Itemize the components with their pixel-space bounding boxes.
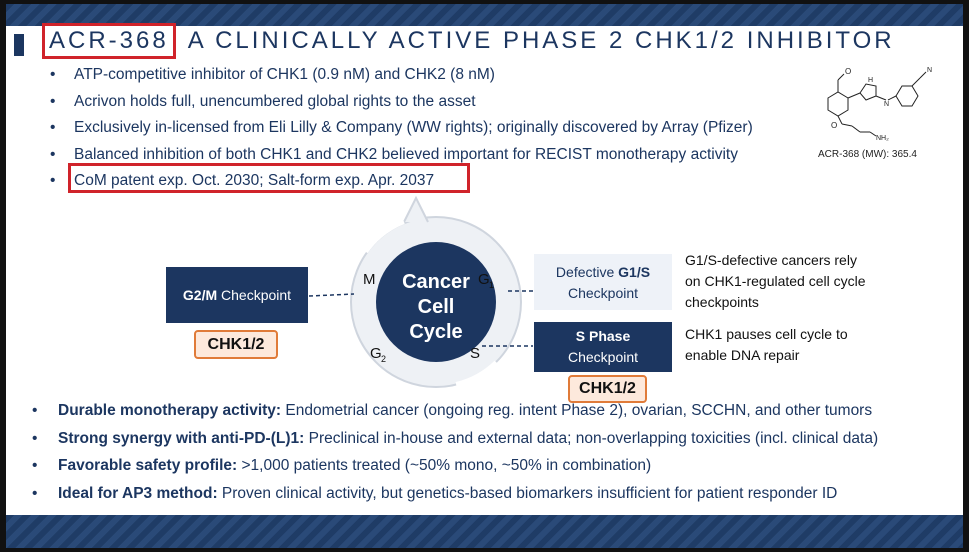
fact-balanced-inhibition: Balanced inhibition of both CHK1 and CHK… (48, 142, 753, 169)
svg-text:G: G (478, 271, 490, 288)
svg-text:Cancer: Cancer (402, 271, 470, 293)
g2m-checkpoint-label: Checkpoint (221, 287, 292, 303)
fact-potency: ATP-competitive inhibitor of CHK1 (0.9 n… (48, 62, 753, 89)
svg-text:2: 2 (381, 354, 386, 364)
fact-rights: Acrivon holds full, unencumbered global … (48, 89, 753, 116)
svg-text:S: S (470, 345, 480, 362)
highlight-safety: Favorable safety profile: >1,000 patient… (30, 452, 878, 480)
svg-text:Cell: Cell (418, 296, 455, 318)
g1s-label: G1/S (618, 264, 651, 280)
svg-text:Cycle: Cycle (409, 321, 462, 343)
title-text: A CLINICALLY ACTIVE PHASE 2 CHK1/2 INHIB… (187, 27, 895, 54)
svg-text:G: G (370, 345, 382, 362)
s-phase-label: S Phase (575, 328, 631, 344)
highlight-ap3: Ideal for AP3 method: Proven clinical ac… (30, 480, 878, 508)
svg-text:NH₂: NH₂ (876, 135, 889, 142)
fact-license: Exclusively in-licensed from Eli Lilly &… (48, 115, 753, 142)
svg-text:N: N (884, 101, 889, 108)
fact-patent: CoM patent exp. Oct. 2030; Salt-form exp… (48, 168, 753, 195)
s-phase-checkpoint-label: Checkpoint (567, 349, 639, 365)
cell-cycle-diagram: Cancer Cell Cycle M G 1 G 2 S (350, 195, 522, 388)
slide: ACR-368 A CLINICALLY ACTIVE PHASE 2 CHK1… (6, 4, 963, 548)
key-facts-list: ATP-competitive inhibitor of CHK1 (0.9 n… (48, 62, 753, 195)
svg-text:1: 1 (489, 280, 494, 290)
slide-title: ACR-368 A CLINICALLY ACTIVE PHASE 2 CHK1… (42, 23, 895, 59)
s-phase-checkpoint-box: S Phase Checkpoint (534, 322, 672, 372)
svg-text:M: M (363, 271, 376, 288)
s-phase-note: CHK1 pauses cell cycle to enable DNA rep… (685, 326, 848, 363)
svg-text:H: H (868, 77, 873, 84)
molecule-structure-icon: O O H N N NH₂ (827, 67, 932, 142)
bottom-banner (6, 515, 963, 548)
cancer-cell-cycle-core (376, 242, 496, 362)
g2m-label: G2/M (182, 287, 218, 303)
g1s-prefix: Defective (555, 264, 619, 280)
svg-text:O: O (845, 67, 851, 76)
svg-text:N: N (927, 67, 932, 74)
molecular-weight-caption: ACR-368 (MW): 365.4 (818, 149, 917, 160)
g2m-checkpoint-box: G2/M Checkpoint (166, 267, 308, 323)
highlights-list: Durable monotherapy activity: Endometria… (30, 397, 878, 507)
highlight-synergy: Strong synergy with anti-PD-(L)1: Precli… (30, 425, 878, 453)
top-banner (6, 4, 963, 26)
g1s-checkpoint-label: Checkpoint (567, 285, 639, 301)
cycle-arrow-icon (403, 195, 429, 223)
title-code-highlighted: ACR-368 (42, 23, 176, 59)
chk-badge-left: CHK1/2 (194, 330, 278, 359)
accent-bar (14, 34, 24, 56)
patent-highlight-box (68, 163, 470, 193)
svg-text:O: O (831, 121, 837, 130)
g1s-note: G1/S-defective cancers rely on CHK1-regu… (685, 252, 866, 310)
g1s-checkpoint-box: Defective G1/S Checkpoint (534, 254, 672, 310)
highlight-monotherapy: Durable monotherapy activity: Endometria… (30, 397, 878, 425)
